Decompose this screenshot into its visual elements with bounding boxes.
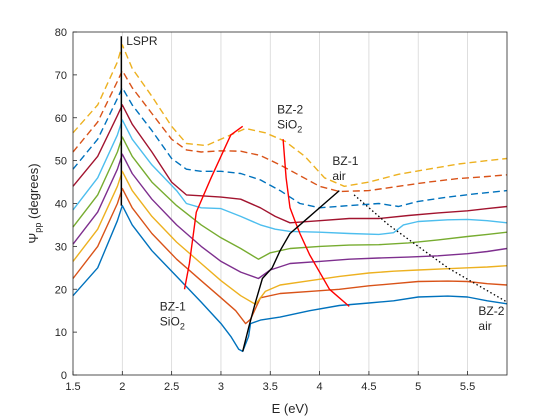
y-tick-label-5: 50 (55, 156, 67, 168)
x-tick-label-4: 3.5 (263, 381, 278, 393)
x-tick-label-2: 2.5 (164, 381, 179, 393)
guide-line-3 (242, 190, 340, 352)
annotation-bz2-sio2-line-1: SiO2 (277, 117, 302, 134)
series-line-8 (72, 69, 508, 193)
y-tick-label-8: 80 (55, 27, 67, 39)
guide-lines (120, 36, 508, 352)
series-line-6 (72, 104, 508, 224)
series-line-4 (72, 136, 508, 260)
guide-line-1 (183, 125, 244, 290)
series-line-5 (72, 119, 508, 236)
y-tick-label-7: 70 (55, 70, 67, 82)
annotation-bz2-sio2-text-1: SiO (277, 117, 297, 131)
annotation-bz1-sio2-line-0: BZ-1 (160, 300, 186, 314)
y-axis-label-tail: (degrees) (26, 163, 41, 222)
y-axis-label-sub: pp (33, 223, 43, 233)
x-tick-label-0: 1.5 (65, 381, 80, 393)
annotation-lspr-text-0: LSPR (126, 34, 158, 48)
x-tick-label-7: 5 (415, 381, 421, 393)
annotation-bz1-sio2-sub-1: 2 (180, 322, 185, 332)
annotation-lspr-line-0: LSPR (126, 34, 158, 48)
series-line-3 (72, 153, 508, 280)
x-tick-label-5: 4 (317, 381, 323, 393)
annotation-bz1-sio2-line-1: SiO2 (160, 315, 185, 332)
annotation-bz1-sio2-text-1: SiO (160, 315, 180, 329)
annotation-bz2-air-line-0: BZ-2 (478, 304, 504, 318)
y-axis-label: Ψpp (degrees) (26, 163, 43, 243)
y-tick-label-2: 20 (55, 284, 67, 296)
x-axis-label: E (eV) (272, 401, 309, 416)
annotation-bz2-air-text-1: air (478, 319, 491, 333)
annotation-bz2-sio2-line-0: BZ-2 (277, 102, 303, 116)
series-line-7 (72, 86, 508, 209)
guide-line-4 (353, 194, 508, 303)
x-tick-label-8: 5.5 (460, 381, 475, 393)
series-line-9 (72, 44, 508, 188)
y-tick-label-4: 40 (55, 199, 67, 211)
annotation-bz2-air-line-1: air (478, 319, 491, 333)
ticks: 1.5 2 2.5 3 3.5 4 4.5 5 5.5 0 10 20 30 40 50 60 70 80 (55, 27, 475, 393)
x-tick-label-1: 2 (119, 381, 125, 393)
x-tick-label-3: 3 (218, 381, 224, 393)
annotation-bz1-air-line-1: air (332, 169, 345, 183)
annotation-bz2-sio2-sub-1: 2 (297, 124, 302, 134)
annotation-bz1-air-text-1: air (332, 169, 345, 183)
series-line-0 (72, 204, 508, 353)
series-line-2 (72, 170, 508, 305)
x-tick-label-6: 4.5 (361, 381, 376, 393)
annotation-bz2-sio2-text-0: BZ-2 (277, 102, 303, 116)
annotation-bz1-air-text-0: BZ-1 (332, 154, 358, 168)
y-axis-label-main: Ψ (26, 233, 41, 244)
y-tick-label-0: 0 (61, 370, 67, 382)
annotation-bz1-sio2-text-0: BZ-1 (160, 300, 186, 314)
y-tick-label-6: 60 (55, 113, 67, 125)
y-tick-label-3: 30 (55, 241, 67, 253)
annotation-bz1-air-line-0: BZ-1 (332, 154, 358, 168)
annotation-bz2-air-text-0: BZ-2 (478, 304, 504, 318)
y-tick-label-1: 10 (55, 327, 67, 339)
